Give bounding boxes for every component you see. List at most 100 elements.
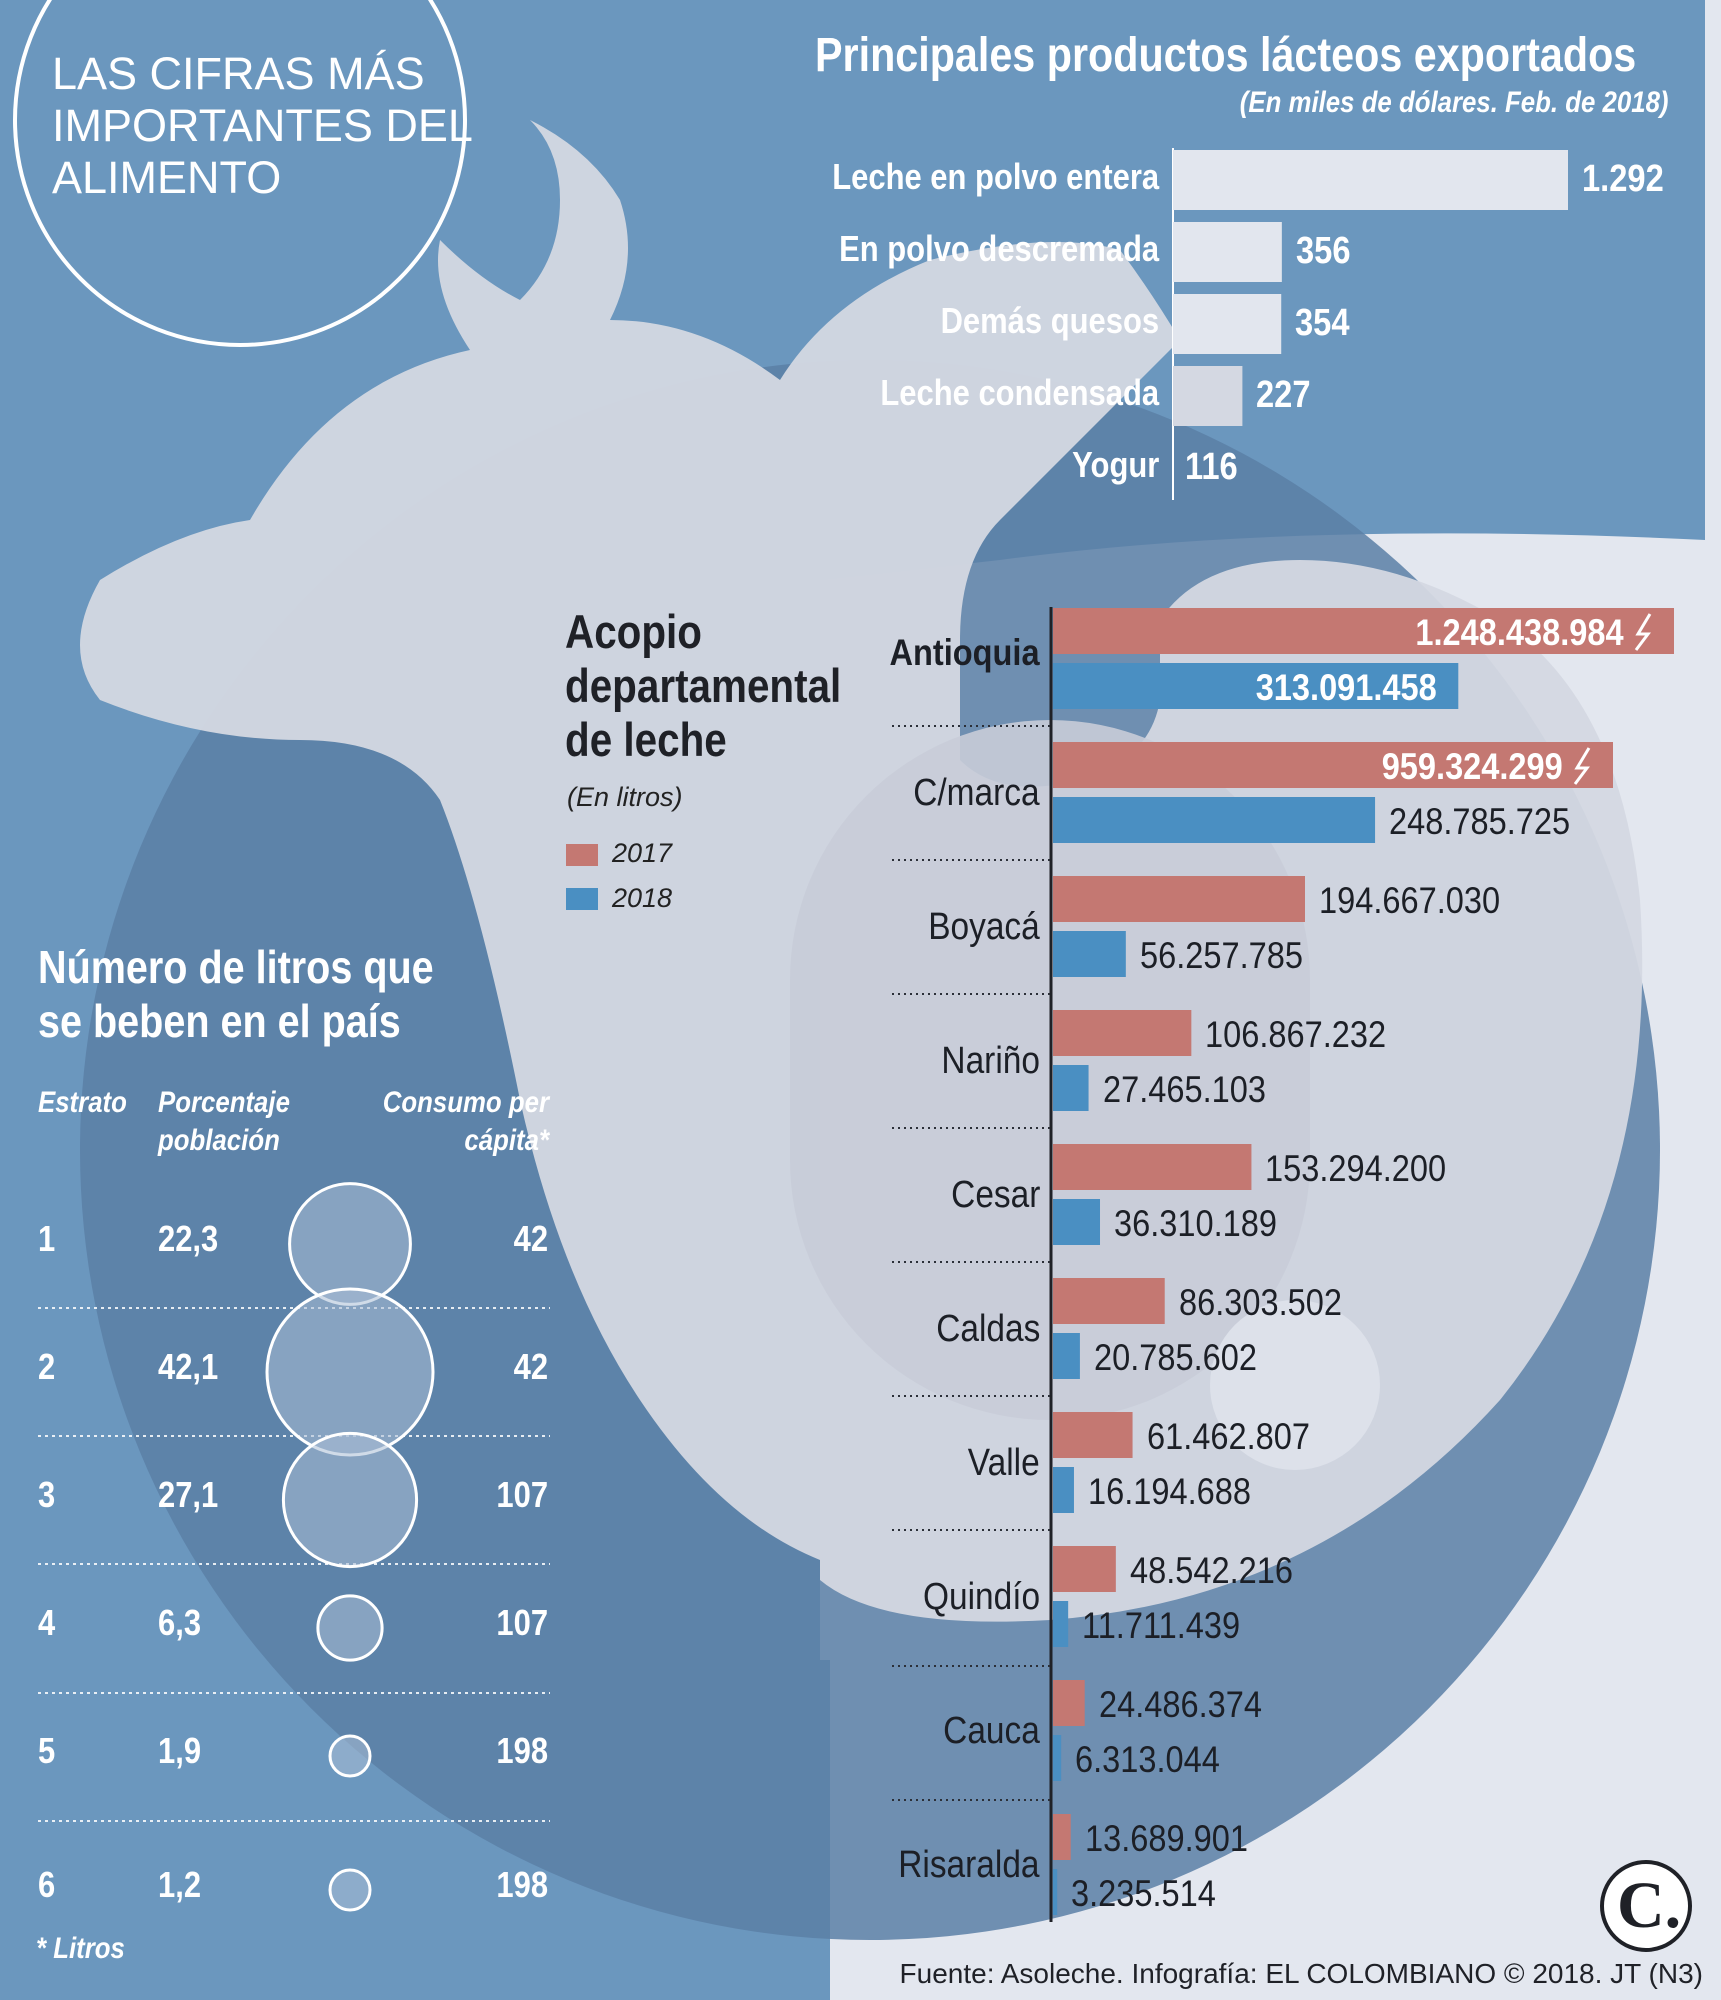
exports-bar-2 xyxy=(1173,294,1282,354)
exports-value-label: 116 xyxy=(1185,446,1238,488)
acopio-value-label-2018: 313.091.458 xyxy=(1255,667,1437,708)
bubble-estrato-6 xyxy=(328,1868,372,1912)
legend-swatch-2017 xyxy=(566,844,598,866)
acopio-value-label-2017: 61.462.807 xyxy=(1146,1416,1310,1457)
bubble-estrato-4 xyxy=(316,1594,384,1662)
legend-label-2018: 2018 xyxy=(612,883,673,913)
table-estrato: 4 xyxy=(38,1602,56,1643)
exports-value-label: 356 xyxy=(1295,230,1351,272)
table-porcentaje: 22,3 xyxy=(158,1218,219,1259)
acopio-category-label: Valle xyxy=(968,1442,1040,1484)
acopio-bar-2017-9 xyxy=(1053,1814,1071,1860)
legend-swatch-2018 xyxy=(566,888,598,910)
table-consumo: 198 xyxy=(496,1864,548,1905)
acopio-bar-2018-9 xyxy=(1053,1869,1058,1915)
acopio-bar-2018-4 xyxy=(1053,1199,1101,1245)
acopio-value-label-2017: 959.324.299 xyxy=(1381,746,1563,787)
acopio-bar-2017-7 xyxy=(1053,1546,1116,1592)
col-header-estrato: Estrato xyxy=(38,1086,127,1119)
table-consumo: 198 xyxy=(496,1730,548,1771)
acopio-category-label: Antioquia xyxy=(889,632,1040,673)
bubble-estrato-3 xyxy=(281,1431,419,1569)
table-consumo: 42 xyxy=(513,1218,548,1259)
axis-break-icon xyxy=(1634,613,1652,651)
acopio-value-label-2018: 248.785.725 xyxy=(1389,801,1571,842)
acopio-value-label-2018: 16.194.688 xyxy=(1087,1471,1251,1512)
table-estrato: 5 xyxy=(38,1730,56,1771)
legend-label-2017: 2017 xyxy=(612,838,673,868)
acopio-value-label-2017: 86.303.502 xyxy=(1178,1282,1342,1323)
acopio-value-label-2017: 153.294.200 xyxy=(1265,1148,1447,1189)
consumption-table-title: Número de litros que se beben en el país xyxy=(38,941,434,1047)
acopio-category-label: Cauca xyxy=(943,1710,1040,1752)
acopio-value-label-2017: 106.867.232 xyxy=(1205,1014,1387,1055)
acopio-value-label-2018: 11.711.439 xyxy=(1082,1605,1241,1646)
acopio-value-label-2018: 27.465.103 xyxy=(1102,1069,1266,1110)
acopio-bar-2017-8 xyxy=(1053,1680,1085,1726)
acopio-bar-2018-5 xyxy=(1053,1333,1080,1379)
table-estrato: 3 xyxy=(38,1474,56,1515)
table-porcentaje: 27,1 xyxy=(158,1474,219,1515)
acopio-category-label: Risaralda xyxy=(898,1844,1040,1886)
table-footnote: * Litros xyxy=(36,1932,125,1965)
acopio-category-label: Caldas xyxy=(935,1308,1040,1350)
acopio-value-label-2017: 13.689.901 xyxy=(1084,1818,1248,1859)
acopio-bar-2018-7 xyxy=(1053,1601,1069,1647)
acopio-bar-2017-6 xyxy=(1053,1412,1133,1458)
acopio-category-label: Cesar xyxy=(950,1174,1040,1216)
acopio-bar-2017-1 xyxy=(1053,742,1613,788)
acopio-value-label-2017: 1.248.438.984 xyxy=(1415,612,1624,653)
source-credit: Fuente: Asoleche. Infografía: EL COLOMBI… xyxy=(899,1958,1703,1989)
acopio-category-label: Quindío xyxy=(922,1576,1040,1618)
axis-break-icon xyxy=(1573,747,1591,785)
table-porcentaje: 1,9 xyxy=(158,1730,202,1771)
acopio-bar-2017-5 xyxy=(1053,1278,1165,1324)
exports-bar-0 xyxy=(1173,150,1568,210)
acopio-bar-2018-1 xyxy=(1053,797,1376,843)
acopio-value-label-2018: 56.257.785 xyxy=(1139,935,1303,976)
acopio-value-label-2018: 36.310.189 xyxy=(1114,1203,1277,1244)
table-estrato: 6 xyxy=(38,1864,56,1905)
exports-category-label: Leche condensada xyxy=(880,372,1159,413)
exports-bar-1 xyxy=(1173,222,1282,282)
exports-chart-title: Principales productos lácteos exportados xyxy=(815,29,1637,82)
acopio-bar-2017-0 xyxy=(1053,608,1674,654)
table-consumo: 107 xyxy=(496,1602,548,1643)
acopio-value-label-2018: 20.785.602 xyxy=(1093,1337,1257,1378)
acopio-category-label: Boyacá xyxy=(928,906,1040,948)
acopio-chart-unit: (En litros) xyxy=(567,782,683,812)
table-consumo: 42 xyxy=(513,1346,548,1387)
acopio-bar-2017-3 xyxy=(1053,1010,1192,1056)
acopio-value-label-2017: 48.542.216 xyxy=(1129,1550,1293,1591)
acopio-bar-2018-0 xyxy=(1053,663,1459,709)
bubble-estrato-1 xyxy=(288,1182,412,1306)
col-header-porcentaje: Porcentaje población xyxy=(158,1086,290,1157)
exports-category-label: Demás quesos xyxy=(940,300,1159,341)
acopio-bar-2018-6 xyxy=(1053,1467,1074,1513)
logo-letter: C. xyxy=(1617,1869,1682,1942)
exports-chart-subtitle: (En miles de dólares. Feb. de 2018) xyxy=(1240,86,1669,119)
acopio-bar-2018-3 xyxy=(1053,1065,1089,1111)
table-porcentaje: 42,1 xyxy=(158,1346,219,1387)
table-estrato: 2 xyxy=(38,1346,56,1387)
exports-value-label: 354 xyxy=(1295,302,1350,344)
acopio-chart-title: Acopio departamental de leche xyxy=(565,605,842,766)
exports-category-label: Yogur xyxy=(1071,444,1159,485)
table-estrato: 1 xyxy=(38,1218,56,1259)
acopio-bar-2018-8 xyxy=(1053,1735,1062,1781)
acopio-bar-2017-4 xyxy=(1053,1144,1252,1190)
exports-value-label: 1.292 xyxy=(1582,158,1664,200)
el-colombiano-logo xyxy=(1600,1860,1692,1952)
bubble-estrato-2 xyxy=(265,1287,435,1457)
acopio-bar-2017-2 xyxy=(1053,876,1305,922)
acopio-bar-2018-2 xyxy=(1053,931,1126,977)
acopio-value-label-2017: 24.486.374 xyxy=(1098,1684,1262,1725)
acopio-category-label: C/marca xyxy=(913,772,1040,814)
exports-value-label: 227 xyxy=(1256,374,1311,416)
acopio-category-label: Nariño xyxy=(941,1040,1040,1082)
table-consumo: 107 xyxy=(496,1474,548,1515)
acopio-value-label-2018: 3.235.514 xyxy=(1071,1873,1217,1914)
